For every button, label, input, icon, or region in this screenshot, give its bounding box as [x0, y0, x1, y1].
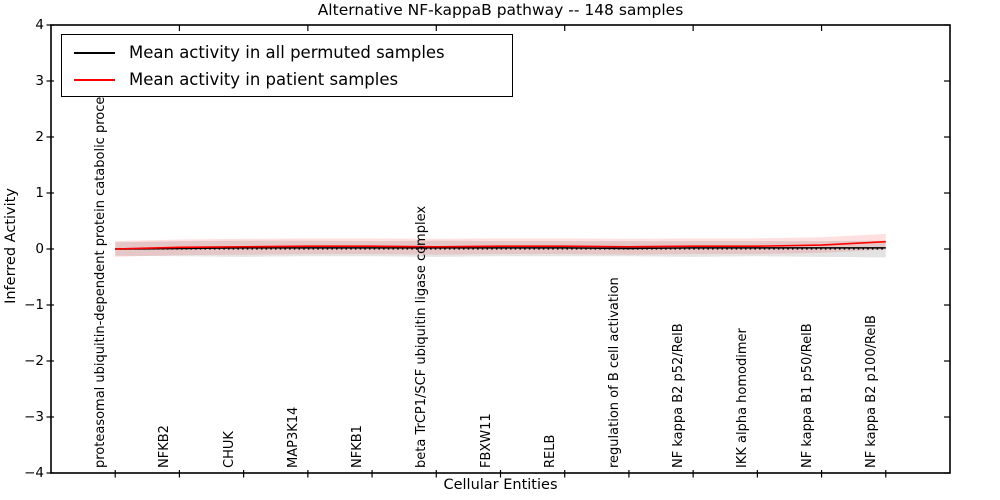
- x-axis-label: Cellular Entities: [443, 477, 558, 493]
- x-tick-label: NF kappa B2 p52/RelB: [671, 323, 687, 468]
- x-tick-label: CHUK: [221, 431, 237, 468]
- patient-mean-line: [115, 240, 886, 250]
- y-tick-label: 4: [35, 17, 44, 33]
- y-tick-label: 2: [35, 129, 44, 145]
- x-tick-label: beta TrCP1/SCF ubiquitin ligase complex: [414, 205, 430, 468]
- x-tick-label: NFKB2: [157, 425, 173, 468]
- x-tick-label: NF kappa B1 p50/RelB: [799, 323, 815, 468]
- legend: Mean activity in all permuted samples Mea…: [61, 34, 513, 97]
- permuted-mean-line: [115, 247, 886, 250]
- y-tick-label: −4: [24, 465, 44, 481]
- legend-line-sample: [74, 78, 115, 81]
- x-tick-label: IKK alpha homodimer: [735, 328, 751, 468]
- legend-line-sample: [74, 51, 115, 54]
- permuted-activity-range-band: [115, 240, 886, 258]
- x-tick-label: RELB: [542, 434, 558, 468]
- x-tick-label: regulation of B cell activation: [606, 277, 622, 468]
- x-tick-label: proteasomal ubiquitin-dependent protein …: [93, 83, 109, 468]
- y-tick-label: 0: [35, 241, 44, 257]
- legend-entry-label: Mean activity in patient samples: [129, 70, 399, 89]
- patient-activity-range-band: [115, 233, 886, 257]
- y-tick-label: −1: [24, 297, 44, 313]
- legend-entry: Mean activity in all permuted samples: [62, 39, 512, 66]
- y-tick-label: −2: [24, 353, 44, 369]
- x-tick-label: MAP3K14: [285, 406, 301, 468]
- x-tick-label: NF kappa B2 p100/RelB: [863, 315, 879, 468]
- chart-title: Alternative NF-kappaB pathway -- 148 sam…: [317, 1, 684, 19]
- legend-entry: Mean activity in patient samples: [62, 66, 512, 93]
- y-tick-label: −3: [24, 409, 44, 425]
- x-tick-label: NFKB1: [350, 425, 366, 468]
- y-tick-label: 1: [35, 185, 44, 201]
- y-tick-label: 3: [35, 73, 44, 89]
- legend-entry-label: Mean activity in all permuted samples: [129, 43, 445, 62]
- x-tick-label: FBXW11: [478, 413, 494, 468]
